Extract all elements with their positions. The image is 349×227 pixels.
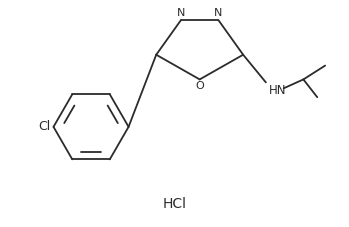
Text: N: N bbox=[214, 8, 223, 18]
Text: O: O bbox=[195, 81, 204, 91]
Text: N: N bbox=[177, 8, 185, 18]
Text: HN: HN bbox=[269, 84, 286, 97]
Text: HCl: HCl bbox=[163, 197, 186, 211]
Text: Cl: Cl bbox=[38, 120, 51, 133]
